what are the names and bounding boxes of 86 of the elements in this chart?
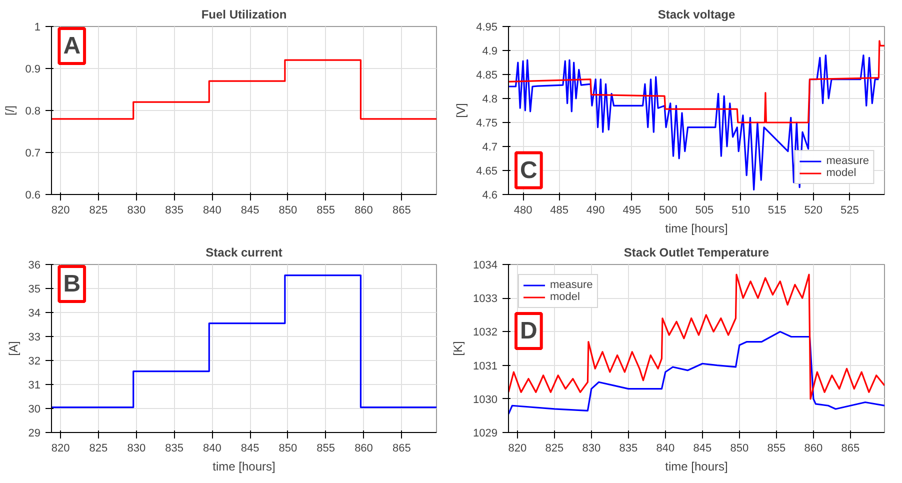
x-tick-label: 850 [278,204,298,216]
y-tick-label: 1030 [473,394,498,406]
y-tick-label: 4.95 [476,22,498,34]
x-axis-title: time [hours] [212,460,276,474]
y-tick-label: 1034 [473,260,498,272]
y-axis-title: [/] [3,105,18,116]
y-tick-label: 0.6 [25,190,41,202]
x-tick-label: 515 [768,204,786,216]
legend-label: model [550,291,580,303]
x-axis-title: time [hours] [665,460,728,474]
y-tick-label: 36 [28,260,41,272]
x-tick-label: 835 [619,442,638,454]
x-tick-label: 855 [316,204,336,216]
y-tick-label: 4.65 [476,166,498,178]
x-tick-label: 845 [693,442,712,454]
x-tick-label: 835 [165,442,184,454]
y-tick-label: 35 [28,284,41,296]
x-tick-label: 860 [804,442,823,454]
y-tick-label: 4.9 [482,46,498,58]
x-tick-label: 505 [695,204,714,216]
x-tick-label: 865 [392,442,411,454]
x-axis-title: time [hours] [665,222,728,236]
annotation: D [520,318,538,344]
x-tick-label: 830 [582,442,601,454]
x-tick-label: 490 [586,204,605,216]
chart-title: Fuel Utilization [201,8,287,22]
chart-title: Stack Outlet Temperature [624,246,770,260]
y-tick-label: 1031 [473,360,498,372]
x-tick-label: 830 [127,204,146,216]
x-tick-label: 845 [240,442,260,454]
y-tick-label: 1033 [473,293,498,306]
x-tick-label: 850 [278,442,298,454]
legend-label: measure [550,279,593,291]
x-tick-label: 830 [127,442,146,454]
legend-label: model [826,167,856,179]
y-tick-label: 1032 [473,326,498,339]
x-tick-label: 820 [508,442,527,454]
x-tick-label: 510 [732,204,750,216]
x-tick-label: 825 [89,442,108,454]
x-tick-label: 820 [51,442,70,454]
annotation: C [520,156,538,184]
x-tick-label: 825 [545,442,564,454]
x-tick-label: 495 [622,204,642,216]
legend-label: measure [826,155,869,167]
x-tick-label: 825 [89,204,108,216]
x-tick-label: 865 [841,442,860,454]
x-tick-label: 840 [202,442,222,454]
y-tick-label: 34 [28,308,41,320]
y-axis-title: [V] [454,103,468,118]
y-tick-label: 1 [34,22,41,34]
x-tick-label: 840 [202,204,222,216]
y-axis-title: [A] [6,341,20,356]
x-tick-label: 820 [51,204,70,216]
chart-title: Stack voltage [658,8,736,22]
y-tick-label: 4.8 [482,94,498,106]
y-tick-label: 32 [28,356,41,368]
x-tick-label: 500 [659,204,678,216]
y-tick-label: 4.85 [476,70,498,82]
x-tick-label: 860 [354,442,373,454]
x-tick-label: 480 [514,204,532,216]
annotation: A [63,32,81,60]
annotation: B [63,270,81,298]
x-tick-label: 835 [165,204,184,216]
x-tick-label: 860 [354,204,373,216]
y-tick-label: 0.8 [25,106,41,118]
y-tick-label: 0.7 [25,148,41,160]
y-axis-title: [K] [451,341,466,356]
chart-title: Stack current [206,246,282,260]
y-tick-label: 31 [28,380,41,392]
y-tick-label: 29 [28,428,41,440]
x-tick-label: 840 [656,442,675,454]
y-tick-label: 4.75 [476,118,498,130]
x-tick-label: 850 [730,442,749,454]
y-tick-label: 4.7 [482,142,498,154]
x-tick-label: 525 [840,204,859,216]
y-tick-label: 4.6 [482,190,498,202]
y-tick-label: 1029 [473,428,498,440]
y-tick-label: 30 [28,404,41,416]
x-tick-label: 485 [550,204,568,216]
y-tick-label: 33 [28,332,41,344]
x-tick-label: 865 [392,204,411,216]
x-tick-label: 845 [240,204,260,216]
x-tick-label: 855 [316,442,336,454]
x-tick-label: 855 [767,442,786,454]
x-tick-label: 520 [804,204,823,216]
y-tick-label: 0.9 [25,64,41,76]
